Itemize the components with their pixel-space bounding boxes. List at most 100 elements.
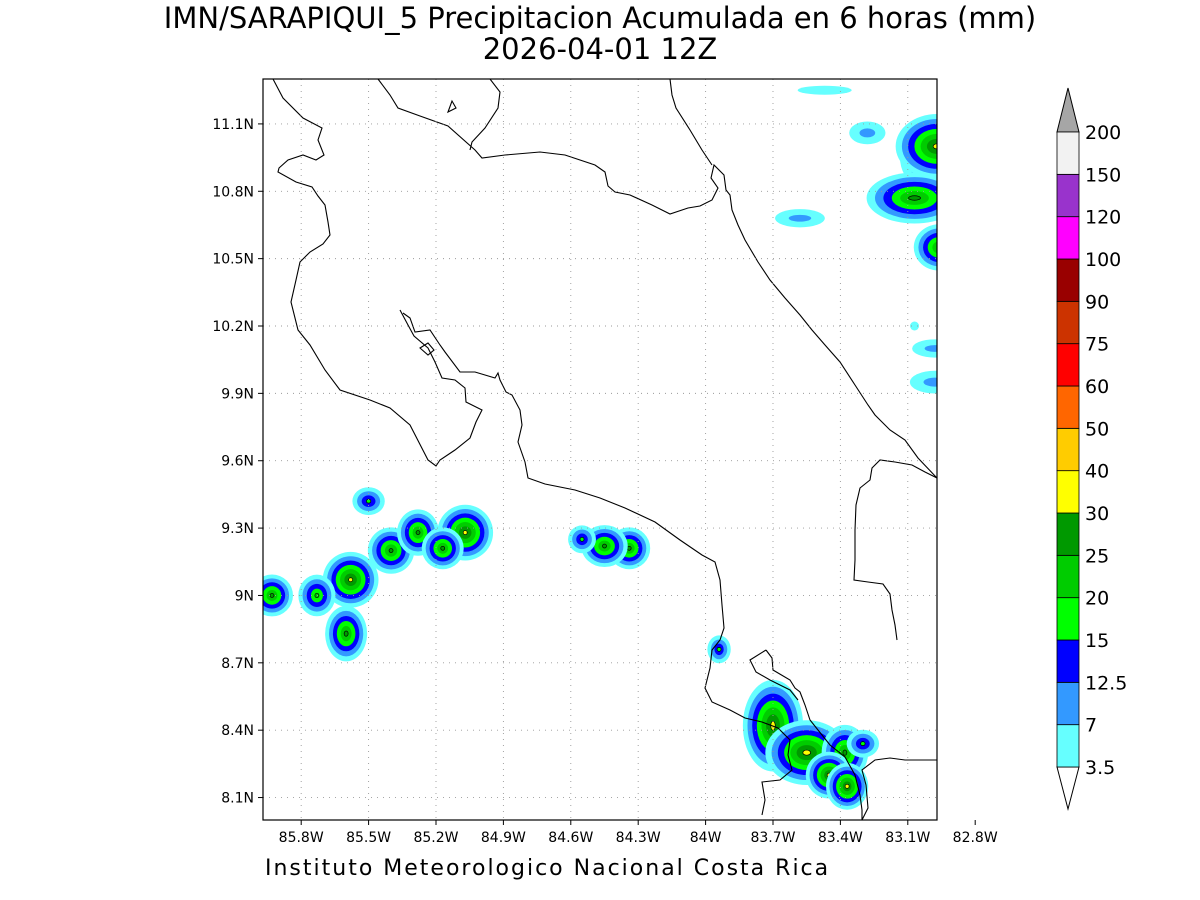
precip-cell: [910, 321, 920, 331]
colorbar-swatch: [1056, 554, 1080, 599]
precipitation-layer: [263, 85, 983, 810]
precip-cell: [352, 487, 385, 516]
precip-cell: [263, 574, 293, 617]
map-title: IMN/SARAPIQUI_5 Precipitacion Acumulada …: [163, 1, 1037, 35]
precip-cell: [707, 635, 731, 664]
colorbar-swatch: [1056, 597, 1080, 641]
lat-tick-label: 8.4N: [221, 723, 254, 739]
precip-cell: [298, 574, 336, 617]
precip-cell: [325, 605, 368, 662]
lat-tick-label: 11.1N: [212, 117, 254, 133]
lake-nicaragua-islet: [447, 99, 457, 114]
precip-cell: [421, 527, 464, 570]
lon-tick-label: 84.9W: [481, 830, 526, 846]
precip-contour: [626, 545, 632, 551]
colorbar-level-label: 20: [1085, 588, 1109, 610]
lon-tick-label: 85.2W: [413, 830, 458, 846]
lat-tick-label: 10.2N: [212, 319, 254, 335]
precip-contour: [462, 530, 468, 535]
precip-contour: [927, 237, 937, 258]
colorbar-level-label: 200: [1085, 122, 1121, 144]
precip-contour: [602, 543, 607, 549]
coastline-layer: [263, 79, 937, 820]
precip-contour: [926, 138, 937, 154]
precip-cell: [895, 114, 937, 179]
precip-cell: [797, 85, 852, 95]
colorbar-swatch: [1056, 512, 1080, 556]
lat-tick-label: 10.5N: [212, 252, 254, 268]
colorbar-swatch: [1056, 173, 1080, 218]
precip-contour: [797, 85, 852, 95]
colorbar-level-label: 60: [1085, 376, 1109, 398]
map-subtitle-time: 2026-04-01 12Z: [482, 32, 718, 66]
precip-contour: [388, 548, 394, 553]
colorbar-level-label: 50: [1085, 418, 1109, 440]
precip-contour: [348, 577, 353, 583]
lat-tick-label: 9N: [235, 588, 254, 604]
colorbar-level-label: 120: [1085, 207, 1121, 229]
precip-contour: [923, 377, 937, 387]
lon-tick-label: 85.5W: [346, 830, 391, 846]
lon-tick-label: 83.7W: [750, 830, 795, 846]
precip-contour: [909, 370, 937, 394]
precip-contour: [415, 530, 421, 535]
precip-contour: [269, 593, 275, 598]
lon-tick-label: 83.1W: [885, 830, 930, 846]
coastline-panama-border: [853, 459, 937, 641]
colorbar-swatch: [1056, 470, 1080, 514]
precip-contour: [860, 741, 866, 747]
precip-contour: [908, 195, 921, 201]
precip-cell: [913, 224, 937, 271]
precip-contour: [788, 214, 812, 222]
colorbar-over-arrow: [1056, 87, 1080, 133]
colorbar-level-label: 25: [1085, 545, 1109, 567]
precip-contour: [844, 783, 850, 789]
coastline-caribbean: [377, 79, 937, 479]
colorbar-under-arrow: [1056, 766, 1080, 811]
precip-cell: [775, 209, 825, 228]
colorbar-swatch: [1056, 216, 1080, 260]
precip-cell: [909, 370, 937, 394]
precip-contour: [716, 646, 722, 652]
precip-contour: [940, 142, 983, 173]
colorbar-swatch: [1056, 724, 1080, 768]
colorbar-level-label: 3.5: [1085, 757, 1115, 779]
colorbar-level-label: 30: [1085, 503, 1109, 525]
gulf-island: [419, 342, 435, 356]
precip-cell: [866, 172, 937, 224]
lat-tick-label: 9.6N: [221, 454, 254, 470]
lat-tick-label: 9.3N: [221, 521, 254, 537]
precip-contour: [948, 148, 975, 167]
colorbar-swatch: [1056, 131, 1080, 175]
precip-contour: [924, 345, 937, 352]
lat-tick-label: 9.9N: [221, 386, 254, 402]
precip-contour: [932, 145, 937, 170]
precip-contour: [314, 592, 320, 599]
precip-cell: [825, 762, 869, 810]
colorbar-level-label: 7: [1085, 715, 1097, 737]
colorbar-swatch: [1056, 343, 1080, 387]
lon-tick-label: 84W: [690, 830, 722, 846]
lat-tick-label: 8.1N: [221, 791, 254, 807]
precip-contour: [912, 339, 937, 358]
colorbar-level-label: 15: [1085, 630, 1109, 652]
precip-cell: [912, 339, 937, 358]
precip-cell: [846, 729, 880, 758]
lat-tick-label: 10.8N: [212, 184, 254, 200]
colorbar-level-label: 75: [1085, 334, 1109, 356]
precip-cell: [849, 121, 886, 145]
lat-tick-label: 8.7N: [221, 656, 254, 672]
graticule-grid: [263, 79, 937, 820]
colorbar-legend: 3.5 7 12.5 15 20 25 30 40 50 60 75 90 100 120 150 200: [1056, 87, 1127, 811]
lon-tick-label: 83.4W: [818, 830, 863, 846]
colorbar-swatch: [1056, 300, 1080, 345]
precip-contour: [956, 154, 967, 161]
precip-contour: [910, 321, 920, 331]
colorbar-level-label: 100: [1085, 249, 1121, 271]
precip-contour: [579, 536, 585, 542]
lon-tick-label: 84.3W: [616, 830, 661, 846]
colorbar-level-label: 40: [1085, 461, 1109, 483]
coastline-pacific: [263, 79, 937, 820]
precip-contour: [936, 246, 937, 249]
